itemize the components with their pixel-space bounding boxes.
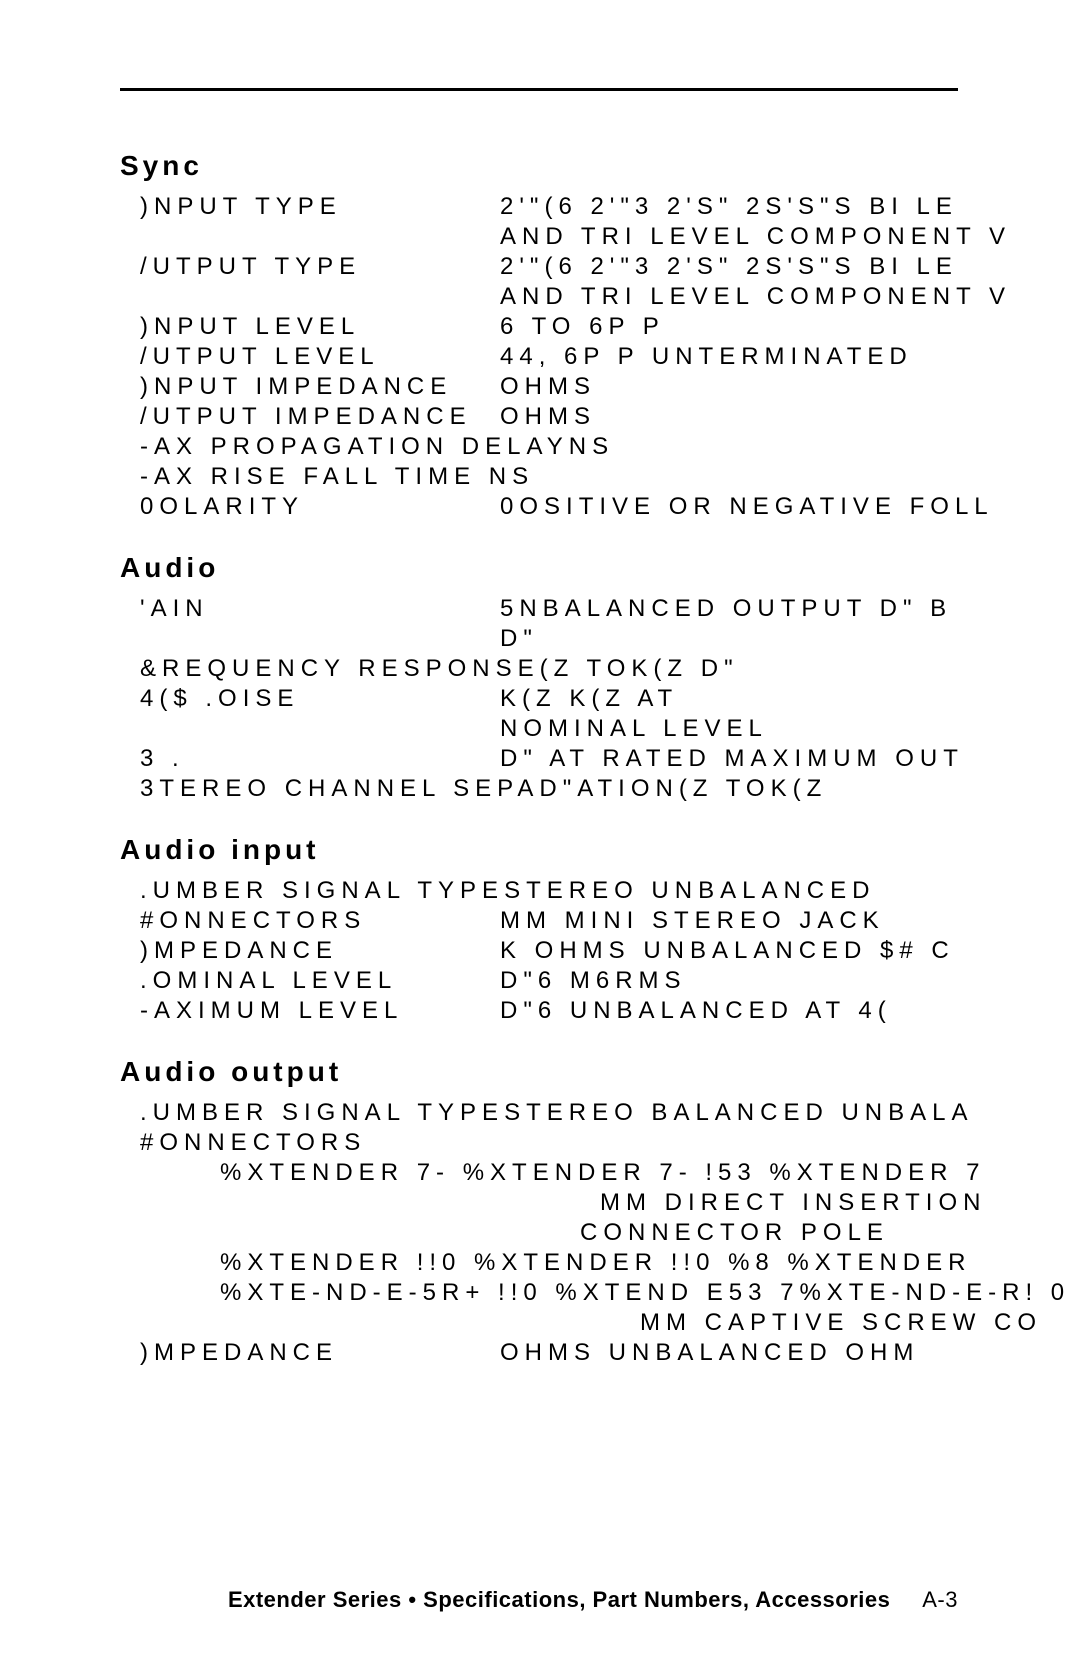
spec-value: K OHMS UNBALANCED $# C (500, 936, 1040, 966)
spec-value: D" AT RATED MAXIMUM OUT (500, 744, 1040, 774)
spec-label: .UMBER SIGNAL TYPE (140, 876, 504, 906)
spec-row: NOMINAL LEVEL (140, 714, 1040, 744)
spec-row: &REQUENCY RESPONSE(Z TO K(Z D" (140, 654, 1040, 684)
spec-value: NOMINAL LEVEL (500, 714, 1040, 744)
spec-value: %XTENDER 7- %XTENDER 7- !53 %XTENDER 7 (220, 1158, 1040, 1188)
spec-label: )NPUT LEVEL (140, 312, 500, 342)
spec-label: 3 . (140, 744, 500, 774)
spec-label: 'AIN (140, 594, 500, 624)
spec-value: 2'"(6 2'"3 2'S" 2S'S"S BI LE (500, 192, 1040, 222)
spec-label: 0OLARITY (140, 492, 500, 522)
page: Sync )NPUT TYPE 2'"(6 2'"3 2'S" 2S'S"S B… (0, 0, 1080, 1669)
spec-value: CONNECTOR POLE (580, 1218, 1040, 1248)
spec-row: 3TEREO CHANNEL SEPAD"ATION(Z TO K(Z (140, 774, 1040, 804)
spec-value: D"6 M6RMS (500, 966, 1040, 996)
top-rule (120, 88, 958, 91)
spec-label: )NPUT IMPEDANCE (140, 372, 500, 402)
spec-value: AND TRI LEVEL COMPONENT V (500, 222, 1040, 252)
spec-row: )MPEDANCE K OHMS UNBALANCED $# C (140, 936, 1040, 966)
spec-value: OHMS (500, 372, 1040, 402)
heading-audio: Audio (120, 552, 1040, 584)
spec-label: #ONNECTORS (140, 1128, 500, 1158)
spec-row: .UMBER SIGNAL TYPE STEREO UNBALANCED (140, 876, 1040, 906)
spec-value: K(Z (771, 774, 1040, 804)
footer-title: Extender Series • Specifications, Part N… (228, 1587, 890, 1612)
spec-value: 5NBALANCED OUTPUT D" B (500, 594, 1040, 624)
spec-row: .UMBER SIGNAL TYPE STEREO BALANCED UNBAL… (140, 1098, 1040, 1128)
spec-row: AND TRI LEVEL COMPONENT V (140, 222, 1040, 252)
spec-value: 2'"(6 2'"3 2'S" 2S'S"S BI LE (500, 252, 1040, 282)
spec-row: #ONNECTORS (140, 1128, 1040, 1158)
spec-row: -AX PROPAGATION DELAYNS (140, 432, 1040, 462)
content-area: Sync )NPUT TYPE 2'"(6 2'"3 2'S" 2S'S"S B… (120, 150, 1040, 1368)
heading-audio-input: Audio input (120, 834, 1040, 866)
spec-value: D" (500, 624, 1040, 654)
spec-value: %XTE-ND-E-5R+ !!0 %XTEND E53 7%XTE-ND-E-… (220, 1278, 1070, 1308)
spec-subrow: %XTENDER 7- %XTENDER 7- !53 %XTENDER 7 (220, 1158, 1040, 1188)
spec-row: .OMINAL LEVEL D"6 M6RMS (140, 966, 1040, 996)
spec-label: 3TEREO CHANNEL SEPAD"ATION(Z TO (140, 774, 771, 804)
spec-value: 44, 6P P UNTERMINATED (500, 342, 1040, 372)
spec-value: 6 TO 6P P (500, 312, 1040, 342)
spec-value: AND TRI LEVEL COMPONENT V (500, 282, 1040, 312)
spec-label: -AX PROPAGATION DELAYNS (140, 432, 614, 462)
spec-label: /UTPUT TYPE (140, 252, 500, 282)
spec-row: /UTPUT TYPE 2'"(6 2'"3 2'S" 2S'S"S BI LE (140, 252, 1040, 282)
spec-label: )NPUT TYPE (140, 192, 500, 222)
spec-subrow: MM DIRECT INSERTION (600, 1188, 1040, 1218)
spec-row: -AX RISE FALL TIME NS (140, 462, 1040, 492)
spec-label: -AXIMUM LEVEL (140, 996, 500, 1026)
spec-row: #ONNECTORS MM MINI STEREO JACK (140, 906, 1040, 936)
heading-sync: Sync (120, 150, 1040, 182)
spec-label: )MPEDANCE (140, 1338, 500, 1368)
spec-row: )NPUT TYPE 2'"(6 2'"3 2'S" 2S'S"S BI LE (140, 192, 1040, 222)
spec-value: STEREO BALANCED UNBALA (504, 1098, 1040, 1128)
spec-label: -AX RISE FALL TIME NS (140, 462, 534, 492)
footer-page-number: A-3 (922, 1587, 958, 1612)
spec-value: OHMS (500, 402, 1040, 432)
spec-value: MM DIRECT INSERTION (600, 1188, 1040, 1218)
spec-row: D" (140, 624, 1040, 654)
spec-row: /UTPUT LEVEL 44, 6P P UNTERMINATED (140, 342, 1040, 372)
page-footer: Extender Series • Specifications, Part N… (120, 1587, 958, 1613)
spec-value: D"6 UNBALANCED AT 4( (500, 996, 1040, 1026)
spec-value: K(Z D" (631, 654, 1040, 684)
spec-value: 0OSITIVE OR NEGATIVE FOLL (500, 492, 1040, 522)
spec-label: /UTPUT LEVEL (140, 342, 500, 372)
spec-row: -AXIMUM LEVEL D"6 UNBALANCED AT 4( (140, 996, 1040, 1026)
spec-label: /UTPUT IMPEDANCE (140, 402, 500, 432)
heading-audio-output: Audio output (120, 1056, 1040, 1088)
spec-value: MM CAPTIVE SCREW CO (640, 1308, 1042, 1338)
spec-row: )NPUT IMPEDANCE OHMS (140, 372, 1040, 402)
spec-row: )NPUT LEVEL 6 TO 6P P (140, 312, 1040, 342)
spec-row: 'AIN 5NBALANCED OUTPUT D" B (140, 594, 1040, 624)
spec-label: .OMINAL LEVEL (140, 966, 500, 996)
spec-row: AND TRI LEVEL COMPONENT V (140, 282, 1040, 312)
spec-row: 3 . D" AT RATED MAXIMUM OUT (140, 744, 1040, 774)
spec-label: #ONNECTORS (140, 906, 500, 936)
spec-value: K(Z K(Z AT (500, 684, 1040, 714)
spec-value: OHMS UNBALANCED OHM (500, 1338, 1040, 1368)
spec-subrow: CONNECTOR POLE (580, 1218, 1040, 1248)
spec-value: STEREO UNBALANCED (504, 876, 1040, 906)
spec-row: 0OLARITY 0OSITIVE OR NEGATIVE FOLL (140, 492, 1040, 522)
spec-label: .UMBER SIGNAL TYPE (140, 1098, 504, 1128)
spec-row: )MPEDANCE OHMS UNBALANCED OHM (140, 1338, 1040, 1368)
spec-label: )MPEDANCE (140, 936, 500, 966)
spec-subrow: %XTE-ND-E-5R+ !!0 %XTEND E53 7%XTE-ND-E-… (220, 1278, 1040, 1308)
spec-value: MM MINI STEREO JACK (500, 906, 1040, 936)
spec-value: %XTENDER !!0 %XTENDER !!0 %8 %XTENDER (220, 1248, 1040, 1278)
spec-row: /UTPUT IMPEDANCE OHMS (140, 402, 1040, 432)
spec-subrow: MM CAPTIVE SCREW CO (640, 1308, 1040, 1338)
spec-label: 4($ .OISE (140, 684, 500, 714)
spec-label: &REQUENCY RESPONSE(Z TO (140, 654, 631, 684)
spec-subrow: %XTENDER !!0 %XTENDER !!0 %8 %XTENDER (220, 1248, 1040, 1278)
spec-row: 4($ .OISE K(Z K(Z AT (140, 684, 1040, 714)
